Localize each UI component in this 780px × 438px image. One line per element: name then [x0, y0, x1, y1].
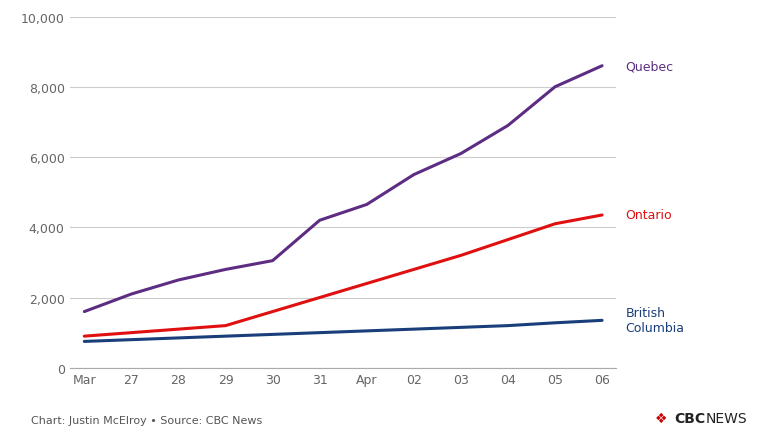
Text: Quebec: Quebec [626, 60, 674, 73]
Text: NEWS: NEWS [706, 411, 747, 425]
Text: Chart: Justin McElroy • Source: CBC News: Chart: Justin McElroy • Source: CBC News [31, 415, 262, 425]
Text: ❖: ❖ [655, 411, 668, 425]
Text: Ontario: Ontario [626, 209, 672, 222]
Text: British
Columbia: British Columbia [626, 307, 685, 335]
Text: CBC: CBC [675, 411, 706, 425]
